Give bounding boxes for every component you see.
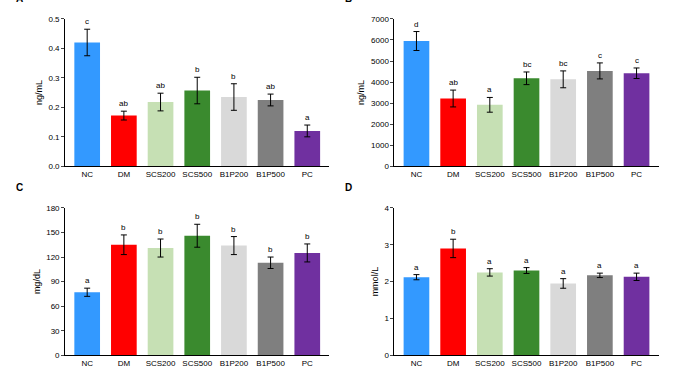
svg-text:B1P500: B1P500 — [586, 359, 615, 368]
svg-text:B1P500: B1P500 — [586, 170, 615, 179]
svg-text:DM: DM — [118, 170, 131, 179]
svg-text:b: b — [231, 72, 236, 81]
svg-text:SCS500: SCS500 — [182, 170, 212, 179]
svg-text:30: 30 — [51, 327, 60, 336]
svg-text:a: a — [85, 276, 90, 285]
svg-text:4000: 4000 — [371, 78, 389, 87]
svg-text:b: b — [195, 212, 200, 221]
svg-text:3: 3 — [384, 241, 389, 250]
svg-text:A: A — [16, 0, 23, 4]
svg-text:a: a — [305, 113, 310, 122]
svg-text:1000: 1000 — [371, 141, 389, 150]
svg-text:a: a — [634, 261, 639, 270]
svg-text:SCS200: SCS200 — [475, 359, 505, 368]
svg-text:7000: 7000 — [371, 15, 389, 24]
svg-text:120: 120 — [46, 253, 60, 262]
svg-text:0: 0 — [384, 162, 389, 171]
svg-text:3000: 3000 — [371, 99, 389, 108]
svg-text:bc: bc — [523, 60, 531, 69]
svg-text:a: a — [414, 263, 419, 272]
svg-text:b: b — [121, 223, 126, 232]
svg-text:bc: bc — [559, 59, 567, 68]
svg-text:NC: NC — [411, 359, 423, 368]
svg-text:ng/mL: ng/mL — [356, 80, 366, 105]
svg-text:180: 180 — [46, 204, 60, 213]
svg-text:PC: PC — [631, 170, 642, 179]
svg-text:a: a — [487, 85, 492, 94]
svg-text:b: b — [268, 245, 273, 254]
svg-text:NC: NC — [411, 170, 423, 179]
svg-text:b: b — [305, 232, 310, 241]
svg-text:DM: DM — [447, 170, 460, 179]
svg-text:mmol/L: mmol/L — [370, 267, 380, 297]
svg-text:ab: ab — [266, 82, 275, 91]
svg-text:SCS200: SCS200 — [146, 359, 176, 368]
svg-text:a: a — [487, 257, 492, 266]
svg-text:150: 150 — [46, 228, 60, 237]
svg-text:PC: PC — [631, 359, 642, 368]
svg-text:SCS200: SCS200 — [146, 170, 176, 179]
svg-text:B1P500: B1P500 — [256, 170, 285, 179]
svg-text:ab: ab — [119, 99, 128, 108]
svg-text:PC: PC — [302, 170, 313, 179]
svg-text:mg/dL: mg/dL — [32, 269, 42, 294]
svg-text:ng/mL: ng/mL — [34, 80, 44, 105]
svg-text:DM: DM — [118, 359, 131, 368]
svg-text:a: a — [524, 256, 529, 265]
svg-text:a: a — [561, 267, 566, 276]
svg-text:ab: ab — [449, 78, 458, 87]
svg-text:0: 0 — [55, 351, 60, 360]
svg-text:6000: 6000 — [371, 36, 389, 45]
svg-text:60: 60 — [51, 302, 60, 311]
svg-text:B1P500: B1P500 — [256, 359, 285, 368]
svg-text:C: C — [16, 182, 23, 193]
svg-text:0.0: 0.0 — [48, 162, 60, 171]
svg-text:2: 2 — [384, 277, 389, 286]
svg-text:0: 0 — [384, 351, 389, 360]
svg-text:PC: PC — [302, 359, 313, 368]
svg-text:1: 1 — [384, 314, 389, 323]
svg-text:5000: 5000 — [371, 57, 389, 66]
svg-text:c: c — [598, 51, 602, 60]
svg-text:b: b — [195, 65, 200, 74]
svg-text:d: d — [414, 20, 418, 29]
svg-text:D: D — [345, 182, 352, 193]
svg-text:SCS200: SCS200 — [475, 170, 505, 179]
svg-text:NC: NC — [81, 359, 93, 368]
svg-text:4: 4 — [384, 204, 389, 213]
svg-text:0.5: 0.5 — [48, 15, 60, 24]
svg-text:a: a — [597, 261, 602, 270]
svg-text:SCS500: SCS500 — [512, 359, 542, 368]
svg-text:2000: 2000 — [371, 120, 389, 129]
svg-text:SCS500: SCS500 — [182, 359, 212, 368]
svg-text:B1P200: B1P200 — [549, 359, 578, 368]
svg-text:b: b — [231, 225, 236, 234]
svg-text:B: B — [345, 0, 352, 4]
svg-text:B1P200: B1P200 — [220, 170, 249, 179]
svg-text:ab: ab — [156, 81, 165, 90]
svg-text:0.3: 0.3 — [48, 74, 60, 83]
svg-text:0.1: 0.1 — [48, 133, 60, 142]
svg-text:90: 90 — [51, 277, 60, 286]
svg-text:b: b — [158, 227, 163, 236]
svg-text:B1P200: B1P200 — [549, 170, 578, 179]
svg-text:0.4: 0.4 — [48, 44, 60, 53]
svg-text:NC: NC — [81, 170, 93, 179]
svg-text:0.2: 0.2 — [48, 103, 60, 112]
svg-text:c: c — [635, 56, 639, 65]
svg-text:DM: DM — [447, 359, 460, 368]
svg-text:B1P200: B1P200 — [220, 359, 249, 368]
svg-text:c: c — [85, 17, 89, 26]
svg-text:SCS500: SCS500 — [512, 170, 542, 179]
svg-text:b: b — [451, 227, 456, 236]
